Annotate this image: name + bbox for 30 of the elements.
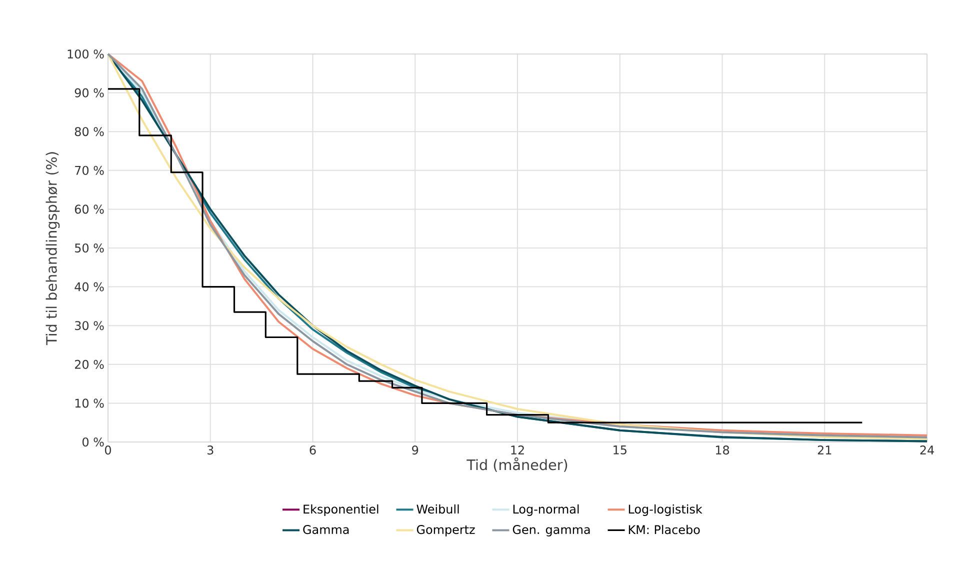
y-tick-label: 70 %	[75, 166, 104, 175]
x-tick-label: 12	[511, 446, 524, 454]
y-tick-label: 0 %	[82, 437, 104, 447]
legend-label: Gompertz	[416, 525, 475, 536]
legend-label: Log-logistisk	[628, 504, 702, 516]
y-axis-title: Tid til behandlingsphør (%)	[46, 152, 60, 346]
y-tick-label: 20 %	[74, 360, 104, 369]
legend-label: Gen. gamma	[512, 525, 590, 536]
x-tick-label: 3	[207, 446, 214, 455]
y-tick-label: 40 %	[74, 282, 104, 292]
legend-label: Eksponentiel	[304, 504, 378, 516]
y-tick-label: 50 %	[75, 243, 104, 253]
legend-label: Gamma	[303, 525, 349, 534]
legend-label: KM: Placebo	[628, 524, 700, 534]
x-tick-label: 15	[614, 446, 626, 454]
y-tick-label: 30 %	[75, 321, 104, 330]
y-tick-label: 90 %	[74, 88, 104, 98]
y-tick-label: 100 %	[68, 49, 104, 59]
x-axis-title: Tid (måneder)	[466, 457, 568, 472]
x-tick-label: 21	[818, 446, 832, 454]
x-tick-label: 24	[920, 446, 934, 454]
x-tick-label: 18	[716, 446, 730, 455]
x-tick-label: 9	[412, 446, 418, 455]
y-tick-label: 10 %	[75, 398, 104, 408]
x-tick-label: 6	[310, 446, 316, 455]
legend-label: Log-normal	[513, 504, 579, 516]
legend-label: Weibull	[416, 504, 459, 514]
x-tick-label: 0	[104, 446, 112, 455]
y-tick-label: 60 %	[74, 204, 104, 214]
y-tick-label: 80 %	[74, 127, 104, 136]
